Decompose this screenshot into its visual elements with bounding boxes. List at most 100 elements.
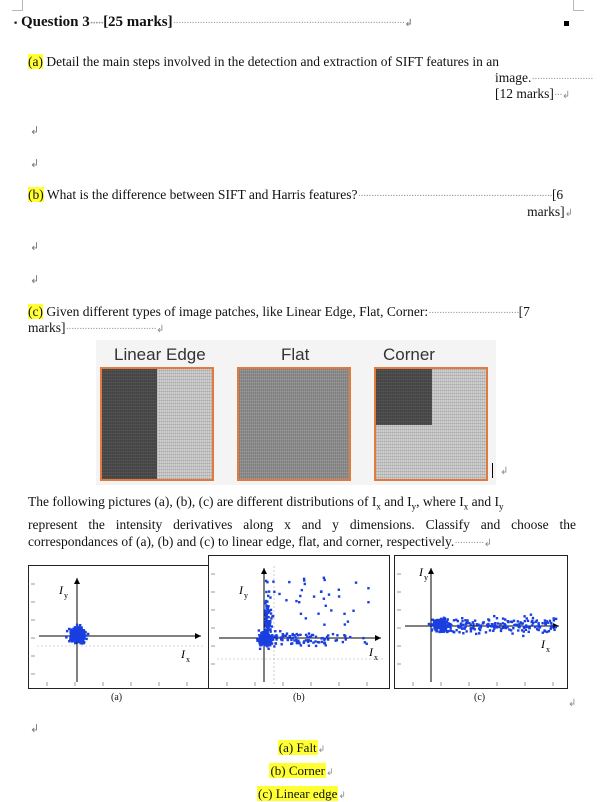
scatter-point [80, 642, 84, 645]
scatter-point [264, 610, 267, 614]
scatter-point [531, 622, 535, 625]
scatter-point [553, 628, 556, 632]
scatter-point [82, 637, 85, 641]
scatter-point [68, 640, 71, 643]
scatter-point [256, 638, 259, 641]
part-c-text: Given different types of image patches, … [46, 304, 429, 319]
scatter-point [479, 624, 482, 628]
scatter-point [74, 633, 77, 636]
scatter-point [537, 623, 541, 627]
scatter-point [354, 581, 358, 584]
scatter-point [285, 599, 288, 602]
scatter-point [76, 627, 80, 631]
scatter-point [362, 636, 365, 640]
scatter-point [280, 638, 284, 641]
scatter-point [84, 634, 87, 637]
scatter-point [330, 609, 333, 612]
scatter-point [75, 632, 79, 636]
scatter-point [269, 628, 272, 631]
scatter-point [269, 608, 273, 612]
scatter-point [431, 618, 434, 621]
scatter-point [504, 626, 508, 630]
scatter-point [307, 632, 311, 635]
scatter-point [266, 645, 269, 648]
scatter-point [269, 642, 272, 645]
scatter-point [69, 634, 73, 638]
scatter-point [505, 625, 508, 628]
scatter-point [314, 635, 318, 638]
scatter-point [516, 620, 520, 623]
scatter-point [452, 631, 456, 634]
scatter-point [498, 625, 501, 629]
scatter-point [261, 636, 264, 640]
scatter-point [268, 622, 272, 626]
part-a-label: (a) [28, 54, 43, 69]
x-axis-label-sub: x [374, 653, 378, 662]
plot-caption-b: (b) [293, 692, 305, 703]
scatter-point [459, 622, 463, 625]
scatter-point [269, 640, 273, 643]
scatter-point [518, 623, 521, 626]
scatter-point [439, 624, 443, 627]
scatter-point [501, 617, 505, 620]
scatter-point [323, 642, 326, 645]
scatter-point [458, 626, 461, 629]
scatter-point [267, 615, 270, 619]
scatter-point [266, 629, 269, 633]
scatter-point [464, 625, 467, 628]
scatter-point [459, 623, 463, 627]
scatter-point [450, 623, 453, 627]
scatter-point [436, 621, 439, 624]
scatter-point [286, 638, 289, 642]
part-b-text: What is the difference between SIFT and … [46, 187, 358, 202]
scatter-point [444, 627, 447, 631]
scatter-point [280, 643, 283, 646]
scatter-point [466, 621, 469, 624]
scatter-point [85, 637, 88, 641]
scatter-point [275, 638, 278, 641]
scatter-point [73, 637, 77, 640]
scatter-point [452, 619, 456, 622]
paragraph-mark-icon: ↲ [30, 722, 40, 735]
scatter-point [331, 632, 335, 636]
scatter-point [530, 620, 533, 624]
scatter-point [337, 588, 341, 591]
scatter-point [273, 590, 276, 594]
paragraph-mark-icon: ↲ [500, 466, 509, 477]
scatter-point [442, 616, 446, 620]
scatter-point [79, 628, 83, 632]
scatter-point [271, 615, 274, 618]
scatter-point [267, 628, 270, 631]
scatter-point [534, 620, 537, 624]
scatter-point [299, 612, 303, 616]
scatter-point [446, 618, 449, 621]
scatter-point [439, 621, 442, 624]
scatter-point [471, 621, 475, 624]
scatter-point [442, 621, 445, 624]
scatter-point [274, 642, 277, 645]
scatter-point [447, 622, 450, 625]
page-corner-mark-left [12, 0, 23, 11]
scatter-point [530, 624, 534, 627]
question-heading: ▪ Question 3·····[25 marks]·············… [14, 14, 413, 30]
scatter-point [487, 618, 490, 621]
scatter-point [438, 630, 441, 633]
scatter-point [291, 636, 295, 640]
scatter-point [69, 628, 72, 632]
scatter-point [263, 632, 266, 636]
scatter-point [458, 631, 461, 634]
scatter-point [441, 623, 444, 626]
scatter-point [478, 628, 482, 632]
scatter-point [537, 622, 540, 625]
scatter-point [304, 639, 308, 642]
scatter-point [73, 626, 77, 629]
part-a-marks: [12 marks] [495, 86, 554, 101]
scatter-point [264, 625, 267, 628]
scatter-point [269, 636, 273, 640]
scatter-point [271, 637, 274, 641]
x-axis-label: I [180, 647, 186, 661]
scatter-point [82, 634, 86, 637]
x-axis-label-sub: x [186, 655, 190, 664]
scatter-point [477, 623, 480, 626]
